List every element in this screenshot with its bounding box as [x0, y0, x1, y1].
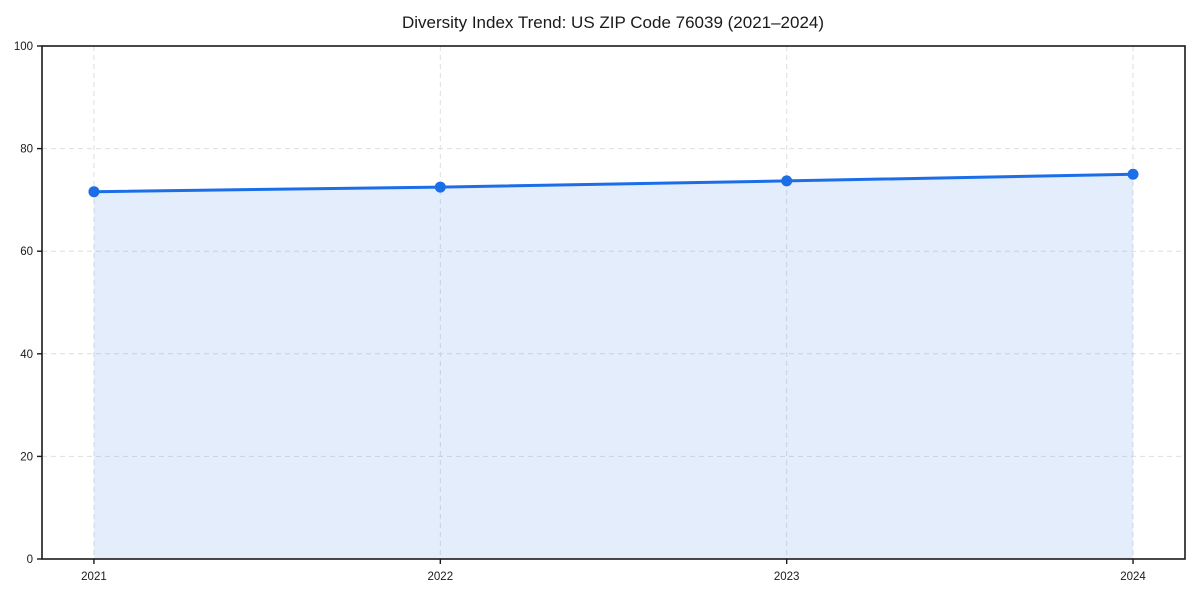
y-tick-label: 20: [20, 451, 33, 463]
y-tick-label: 100: [14, 41, 33, 53]
y-tick-label: 0: [27, 554, 33, 566]
area-fill: [93, 174, 1134, 559]
area-layer: [93, 174, 1134, 559]
grid-layer: [42, 46, 1185, 559]
line-layer: [92, 172, 1135, 194]
x-tick-label: 2023: [774, 571, 800, 583]
trend-line: [92, 172, 1135, 194]
x-tick-label: 2021: [81, 571, 107, 583]
data-point-2023: [781, 175, 793, 187]
x-tick-label: 2022: [428, 571, 454, 583]
x-tick-label: 2024: [1120, 571, 1146, 583]
chart-title: Diversity Index Trend: US ZIP Code 76039…: [402, 13, 824, 32]
axis-layer: 0 20 40 60 80 100 2021 2022 2023 2024: [14, 41, 1186, 583]
y-tick-label: 60: [20, 246, 33, 258]
y-tick-label: 40: [20, 349, 33, 361]
data-point-2021: [88, 186, 100, 198]
data-point-2024: [1127, 168, 1139, 180]
plot-border: [41, 45, 1186, 560]
marker-layer: [88, 168, 1139, 198]
y-tick-label: 80: [20, 144, 33, 156]
data-point-2022: [434, 181, 446, 193]
